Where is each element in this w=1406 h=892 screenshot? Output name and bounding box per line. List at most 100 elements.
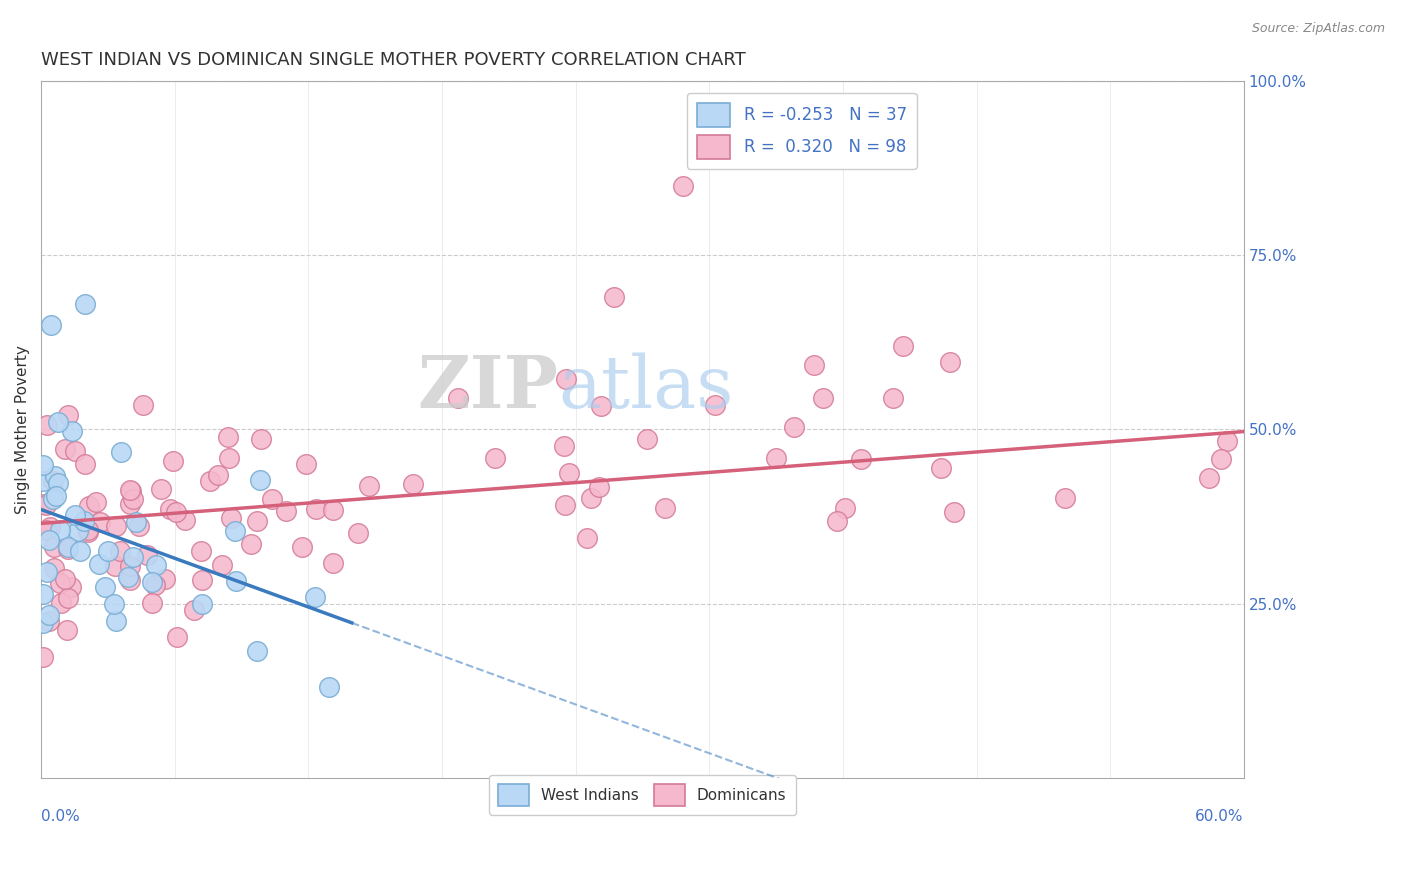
- Point: [55, 623, 77, 637]
- Text: 60.0%: 60.0%: [1195, 809, 1244, 824]
- Point: [136, 549, 159, 563]
- Point: [49, 595, 72, 609]
- Text: Source: ZipAtlas.com: Source: ZipAtlas.com: [1251, 22, 1385, 36]
- Point: [121, 492, 143, 507]
- Point: [636, 432, 658, 446]
- Point: [53, 442, 76, 456]
- Point: [118, 497, 141, 511]
- Point: [346, 526, 368, 541]
- Point: [63, 443, 86, 458]
- Point: [603, 290, 626, 304]
- Point: [174, 513, 197, 527]
- Point: [575, 531, 598, 545]
- Point: [94, 580, 117, 594]
- Point: [703, 399, 725, 413]
- Point: [117, 570, 139, 584]
- Point: [207, 468, 229, 483]
- Point: [166, 630, 188, 644]
- Point: [274, 503, 297, 517]
- Point: [120, 573, 142, 587]
- Point: [159, 502, 181, 516]
- Point: [246, 514, 269, 528]
- Point: [1211, 452, 1233, 467]
- Point: [104, 559, 127, 574]
- Point: [141, 575, 163, 590]
- Point: [225, 574, 247, 589]
- Legend: West Indians, Dominicans: West Indians, Dominicans: [489, 775, 796, 815]
- Point: [46, 415, 69, 429]
- Point: [322, 556, 344, 570]
- Point: [558, 466, 581, 480]
- Point: [122, 549, 145, 564]
- Point: [654, 501, 676, 516]
- Point: [357, 479, 380, 493]
- Point: [891, 339, 914, 353]
- Point: [58, 540, 80, 554]
- Point: [69, 544, 91, 558]
- Text: ZIP: ZIP: [418, 352, 558, 423]
- Point: [165, 505, 187, 519]
- Point: [105, 519, 128, 533]
- Point: [671, 178, 693, 193]
- Point: [291, 540, 314, 554]
- Point: [32, 474, 55, 488]
- Point: [32, 458, 55, 472]
- Point: [110, 445, 132, 459]
- Point: [75, 297, 97, 311]
- Point: [41, 492, 63, 507]
- Point: [44, 561, 66, 575]
- Point: [262, 491, 284, 506]
- Point: [849, 451, 872, 466]
- Point: [218, 451, 240, 466]
- Point: [141, 596, 163, 610]
- Point: [45, 489, 67, 503]
- Point: [120, 483, 142, 498]
- Point: [191, 597, 214, 611]
- Point: [132, 398, 155, 412]
- Point: [246, 644, 269, 658]
- Point: [120, 483, 142, 497]
- Point: [103, 597, 125, 611]
- Point: [813, 391, 835, 405]
- Point: [295, 458, 318, 472]
- Point: [803, 358, 825, 372]
- Point: [32, 650, 55, 665]
- Point: [217, 429, 239, 443]
- Y-axis label: Single Mother Poverty: Single Mother Poverty: [15, 345, 30, 514]
- Point: [48, 523, 70, 537]
- Point: [56, 591, 79, 605]
- Point: [63, 508, 86, 523]
- Point: [211, 558, 233, 572]
- Point: [553, 439, 575, 453]
- Point: [240, 537, 263, 551]
- Point: [183, 603, 205, 617]
- Point: [32, 616, 55, 631]
- Point: [44, 540, 66, 554]
- Point: [322, 502, 344, 516]
- Point: [56, 408, 79, 422]
- Point: [56, 541, 79, 556]
- Point: [190, 573, 212, 587]
- Point: [42, 474, 65, 488]
- Point: [73, 514, 96, 528]
- Point: [834, 501, 856, 516]
- Point: [825, 514, 848, 528]
- Point: [32, 587, 55, 601]
- Point: [35, 498, 58, 512]
- Point: [943, 505, 966, 519]
- Point: [765, 450, 787, 465]
- Point: [77, 499, 100, 513]
- Point: [318, 680, 340, 694]
- Point: [155, 572, 177, 586]
- Point: [145, 578, 167, 592]
- Point: [77, 524, 100, 539]
- Point: [1054, 491, 1077, 505]
- Point: [118, 559, 141, 574]
- Point: [35, 417, 58, 432]
- Point: [305, 502, 328, 516]
- Point: [60, 424, 83, 438]
- Point: [554, 372, 576, 386]
- Point: [89, 515, 111, 529]
- Point: [105, 614, 128, 628]
- Point: [128, 519, 150, 533]
